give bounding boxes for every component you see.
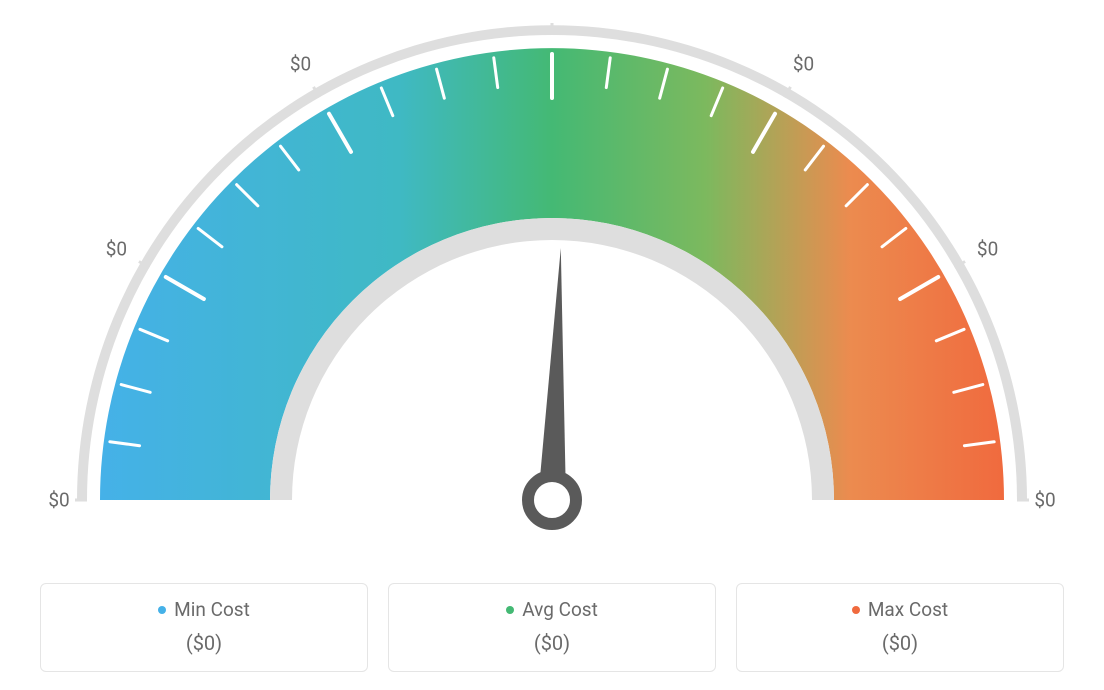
gauge-needle-hub [528,476,576,524]
legend-label-min: Min Cost [174,598,250,621]
legend-card-max: Max Cost ($0) [736,583,1064,672]
legend-dot-avg [506,606,514,614]
legend-title-avg: Avg Cost [506,598,598,621]
legend-value-min: ($0) [51,631,357,655]
legend-title-max: Max Cost [852,598,948,621]
legend-dot-max [852,606,860,614]
legend-value-avg: ($0) [399,631,705,655]
gauge-needle [538,248,566,500]
gauge-scale-label: $0 [541,0,562,3]
gauge-scale-label: $0 [1034,489,1055,512]
legend-dot-min [158,606,166,614]
legend-card-min: Min Cost ($0) [40,583,368,672]
legend-card-avg: Avg Cost ($0) [388,583,716,672]
gauge-area: $0 $0 $0 $0 $0 $0 $0 [0,0,1104,560]
gauge-scale-label: $0 [977,237,998,260]
gauge-scale-label: $0 [290,53,311,76]
legend-title-min: Min Cost [158,598,250,621]
legend-row: Min Cost ($0) Avg Cost ($0) Max Cost ($0… [40,583,1064,672]
cost-gauge-chart: { "gauge": { "type": "gauge", "center_x"… [0,0,1104,690]
gauge-svg [0,0,1104,560]
legend-label-max: Max Cost [868,598,948,621]
legend-label-avg: Avg Cost [522,598,598,621]
legend-value-max: ($0) [747,631,1053,655]
gauge-scale-label: $0 [793,53,814,76]
gauge-scale-label: $0 [48,489,69,512]
gauge-scale-label: $0 [106,237,127,260]
